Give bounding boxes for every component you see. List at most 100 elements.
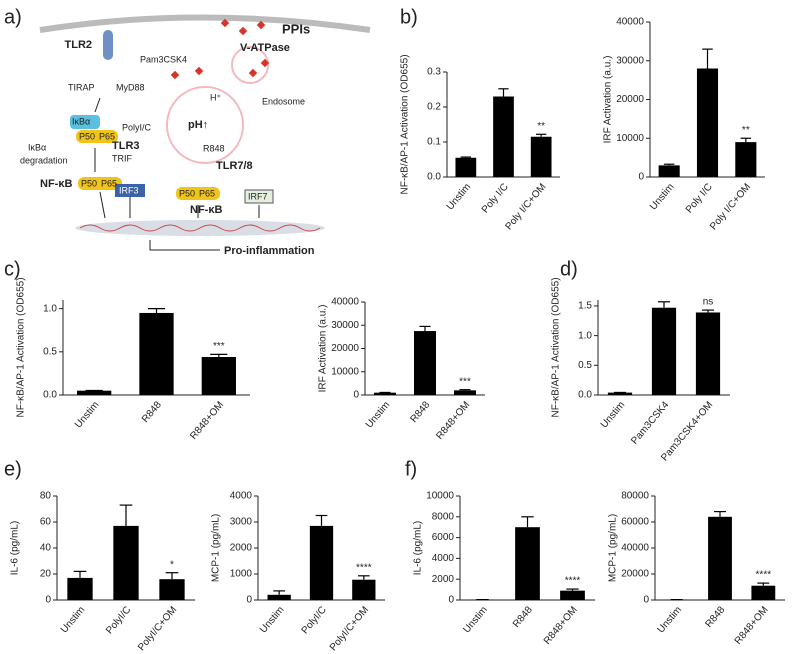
diagram-label: MyD88 [116,82,145,92]
x-tick-label: PolyI/C+OM [328,605,371,654]
panel-label: d) [560,258,578,280]
x-tick-label: PolyI/C [104,605,133,637]
y-tick-label: 30000 [616,55,644,66]
y-tick-label: 2000 [432,574,455,585]
y-tick-label: 0 [643,595,649,606]
bar [309,525,334,600]
panel-label: e) [4,458,22,480]
bar [708,516,732,600]
x-tick-label: R848 [409,399,433,425]
diagram-label: P50 [179,188,195,198]
bar [695,312,721,395]
y-tick-label: 6000 [432,532,455,543]
y-axis-label: NF-κB/AP-1 Activation (OD655) [551,277,562,417]
y-tick-label: 0 [45,595,51,606]
diagram-label: IκBα [72,116,90,126]
significance: ** [742,125,750,136]
significance: **** [565,576,581,587]
bar [696,68,719,177]
endosome-small [231,46,269,84]
x-tick-label: Poly I/C+OM [708,182,753,233]
y-tick-label: 0.0 [578,390,592,401]
y-tick-label: 40000 [621,543,649,554]
box [76,130,118,143]
diagram-label: IRF7 [248,191,268,201]
panel-label: a) [4,6,22,28]
x-tick-label: R848+OM [542,605,580,647]
y-tick-label: 20 [40,569,52,580]
y-tick-label: 0.0 [427,172,441,183]
panel-label: b) [400,6,418,28]
significance: ** [537,121,545,132]
diagram-label: TRIF [112,153,132,163]
significance: ns [703,297,714,308]
x-tick-label: Unstim [258,605,286,636]
x-tick-label: Unstim [59,605,87,636]
y-axis-label: IL-6 (pg/mL) [10,521,21,575]
bar [515,527,540,600]
y-axis-label: MCP-1 (pg/mL) [211,514,222,582]
diagram-label: PolyI/C [122,122,152,132]
x-tick-label: R848 [511,604,535,630]
y-axis-label: MCP-1 (pg/mL) [608,514,619,582]
x-tick-label: Unstim [364,400,392,431]
y-tick-label: 0 [638,172,644,183]
y-tick-label: 60000 [621,517,649,528]
diagram-label: H⁺ [210,92,221,102]
x-tick-label: PolyI/C+OM [136,605,179,654]
y-tick-label: 4000 [230,491,253,502]
x-tick-label: Unstim [461,605,489,636]
y-tick-label: 0 [246,595,252,606]
x-tick-label: Poly I/C [480,182,511,216]
x-tick-label: R848+OM [188,400,226,442]
diagram-label: TLR2 [65,39,93,51]
diagram-label: IκBα [28,142,46,152]
y-tick-label: 30000 [331,320,359,331]
y-tick-label: 80000 [621,491,649,502]
y-tick-label: 10000 [616,133,644,144]
diagram-label: NF-κB [40,178,72,190]
x-tick-label: R848+OM [733,605,771,647]
x-tick-label: Unstim [656,605,684,636]
diagram-label: Endosome [262,96,305,106]
x-tick-label: R848+OM [434,400,472,442]
y-tick-label: 1.0 [43,303,57,314]
receptor [103,30,113,60]
diagram-label: P50 [79,131,95,141]
membrane [39,14,371,33]
diagram-label: Pam3CSK4 [140,54,187,64]
y-tick-label: 4000 [432,553,455,564]
y-tick-label: 0 [353,390,359,401]
diagram-label: P50 [81,178,97,188]
diagram-label: P65 [99,131,115,141]
diagram-label: Pro-inflammation [224,245,315,257]
y-tick-label: 0.5 [578,360,592,371]
bar [352,579,376,600]
diagram-label: V-ATPase [240,42,290,54]
y-tick-label: 80 [40,491,52,502]
x-tick-label: Unstim [73,400,101,431]
diagram-label: PPIs [282,21,310,36]
y-axis-label: NF-κB/AP-1 Activation (OD655) [16,277,27,417]
x-tick-label: Pam3CSK4 [629,399,671,446]
y-tick-label: 3000 [230,517,253,528]
diagram-label: R848 [203,143,225,153]
bar [658,165,680,177]
y-tick-label: 1.0 [578,330,592,341]
y-axis-label: IRF Activation (a.u.) [603,56,614,144]
bar [77,390,112,395]
diagram-label: P65 [199,188,215,198]
diagram-label: pH↑ [188,119,208,131]
bar [159,579,185,600]
bar [455,157,477,177]
arrows [94,97,260,251]
bar [454,390,476,395]
box [78,177,122,190]
y-tick-label: 40000 [616,17,644,28]
y-tick-label: 60 [40,517,52,528]
diagram-label: TLR3 [112,140,140,152]
box [115,184,145,197]
y-tick-label: 0.1 [427,137,441,148]
bar [607,392,633,395]
